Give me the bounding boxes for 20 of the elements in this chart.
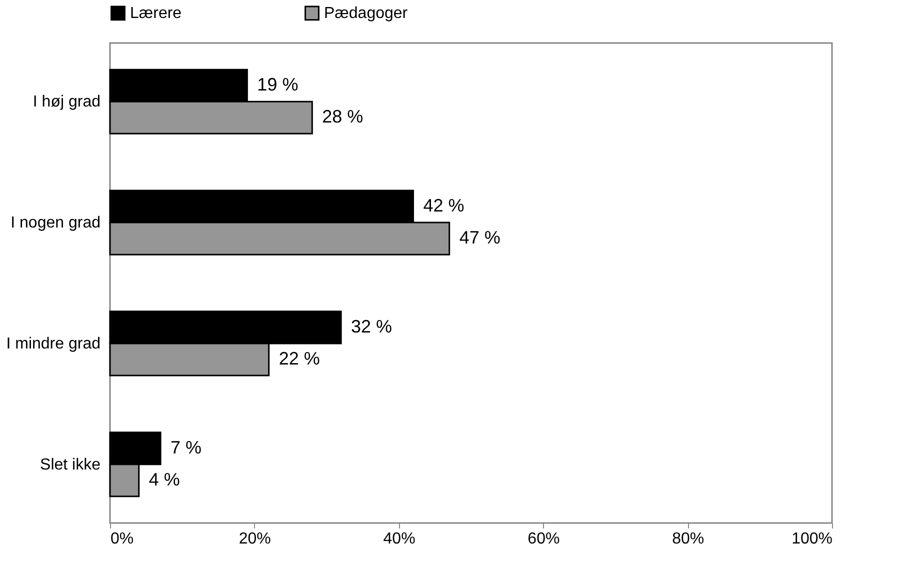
- x-tick-label: 0%: [110, 530, 134, 548]
- x-tick-label: 40%: [383, 530, 416, 548]
- x-tick-label: 60%: [528, 530, 560, 548]
- data-label: 4 %: [148, 469, 180, 490]
- y-tick-label: I høj grad: [32, 94, 100, 111]
- data-label: 32 %: [351, 316, 392, 336]
- data-label: 22 %: [278, 348, 320, 368]
- data-label: 19 %: [257, 74, 298, 95]
- x-tick-label: 20%: [238, 530, 271, 548]
- x-tick-label: 80%: [672, 530, 704, 548]
- data-label: 28 %: [322, 106, 364, 127]
- x-tick-label: 100%: [792, 530, 832, 548]
- data-label: 47 %: [459, 228, 500, 248]
- y-tick-label: I nogen grad: [10, 214, 100, 232]
- y-tick-label: Slet ikke: [40, 456, 101, 474]
- data-label: 42 %: [423, 196, 464, 216]
- legend-label: Pædagoger: [324, 5, 408, 22]
- data-label: 7 %: [170, 437, 202, 458]
- legend-label: Lærere: [130, 5, 182, 22]
- y-tick-label: I mindre grad: [6, 335, 100, 352]
